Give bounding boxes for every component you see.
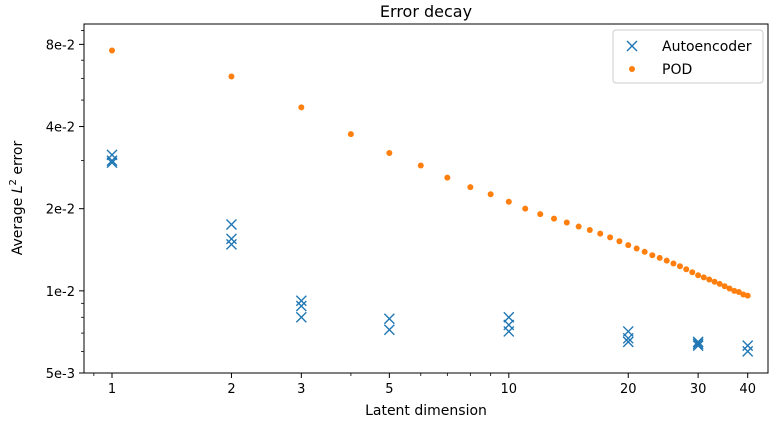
data-point-pod <box>706 276 713 283</box>
legend-marker-autoencoder <box>626 40 638 52</box>
data-point-pod <box>676 263 683 270</box>
y-axis: 5e-3 1e-2 2e-2 4e-2 8e-2 <box>46 30 84 382</box>
data-point-pod <box>444 174 451 181</box>
y-tick-label: 5e-3 <box>46 367 75 382</box>
data-point-autoencoder <box>225 233 237 245</box>
x-tick-label: 10 <box>501 382 518 397</box>
data-point-pod <box>616 238 623 245</box>
data-point-pod <box>386 149 393 156</box>
data-point-pod <box>522 205 529 212</box>
x-tick-label: 20 <box>620 382 637 397</box>
data-point-autoencoder <box>622 336 634 348</box>
data-point-pod <box>505 198 512 205</box>
data-point-pod <box>597 230 604 237</box>
legend-label-autoencoder: Autoencoder <box>662 39 752 55</box>
data-point-autoencoder <box>503 325 515 337</box>
data-point-pod <box>537 211 544 218</box>
data-point-pod <box>641 248 648 255</box>
data-point-autoencoder <box>742 340 754 352</box>
data-point-autoencoder <box>742 345 754 357</box>
y-axis-label-prefix: Average <box>10 193 26 255</box>
legend-box <box>612 29 764 84</box>
data-point-autoencoder <box>383 313 395 325</box>
data-point-pod <box>467 184 474 191</box>
legend-marker-pod <box>629 66 635 72</box>
data-point-pod <box>649 252 656 259</box>
data-point-autoencoder <box>106 157 118 169</box>
data-point-autoencoder <box>225 238 237 250</box>
x-axis-label: Latent dimension <box>365 403 487 419</box>
data-point-pod <box>735 289 742 296</box>
data-point-pod <box>417 162 424 169</box>
data-point-pod <box>551 215 558 222</box>
plot-frame <box>83 23 769 374</box>
data-point-pod <box>670 260 677 267</box>
x-tick-label: 30 <box>690 382 707 397</box>
x-tick-label: 1 <box>108 382 116 397</box>
data-point-pod <box>575 223 582 230</box>
y-axis-label-superscript: 2 <box>8 179 19 185</box>
legend-symbol-autoencoder <box>626 40 638 52</box>
data-point-autoencoder <box>225 219 237 231</box>
data-point-pod <box>716 280 723 287</box>
data-point-pod <box>731 287 738 294</box>
data-point-autoencoder <box>622 332 634 344</box>
series-layer <box>106 47 754 357</box>
data-point-autoencoder <box>692 340 704 352</box>
legend-label-pod: POD <box>662 62 692 78</box>
legend-symbol-pod <box>629 66 635 72</box>
data-point-pod <box>711 278 718 285</box>
data-point-autoencoder <box>383 324 395 336</box>
data-point-pod <box>700 274 707 281</box>
data-point-autoencoder <box>692 336 704 348</box>
data-point-autoencoder <box>692 338 704 350</box>
data-point-pod <box>744 292 751 299</box>
data-point-pod <box>689 269 696 276</box>
data-point-pod <box>656 254 663 261</box>
data-point-pod <box>607 234 614 241</box>
x-tick-label: 2 <box>227 382 235 397</box>
y-axis-label-suffix: error <box>10 141 26 180</box>
data-point-pod <box>586 227 593 234</box>
data-point-pod <box>721 283 728 290</box>
data-point-pod <box>563 219 570 226</box>
data-point-pod <box>633 245 640 252</box>
y-tick-label: 2e-2 <box>46 203 75 218</box>
data-point-autoencoder <box>295 295 307 307</box>
y-axis-label-variable: L <box>10 185 26 193</box>
data-point-pod <box>109 47 116 54</box>
x-tick-label: 5 <box>385 382 393 397</box>
data-point-pod <box>298 104 305 111</box>
data-point-pod <box>726 285 733 292</box>
y-tick-label: 4e-2 <box>46 121 75 136</box>
y-tick-label: 1e-2 <box>46 285 75 300</box>
data-point-pod <box>663 257 670 264</box>
chart-title: Error decay <box>380 2 472 21</box>
x-tick-label: 3 <box>297 382 305 397</box>
data-point-autoencoder <box>295 311 307 323</box>
x-tick-label: 40 <box>739 382 756 397</box>
legend: Autoencoder POD <box>612 29 764 84</box>
data-point-autoencoder <box>106 155 118 167</box>
x-axis: 1 2 3 5 10 20 30 40 <box>93 373 756 397</box>
y-tick-label: 8e-2 <box>46 38 75 53</box>
data-point-pod <box>695 272 702 279</box>
y-axis-label: Average L2 error <box>8 141 26 256</box>
data-point-pod <box>625 242 632 249</box>
data-point-pod <box>683 266 690 273</box>
data-point-autoencoder <box>295 300 307 312</box>
data-point-pod <box>228 73 235 80</box>
data-point-pod <box>487 191 494 198</box>
data-point-pod <box>347 131 354 138</box>
